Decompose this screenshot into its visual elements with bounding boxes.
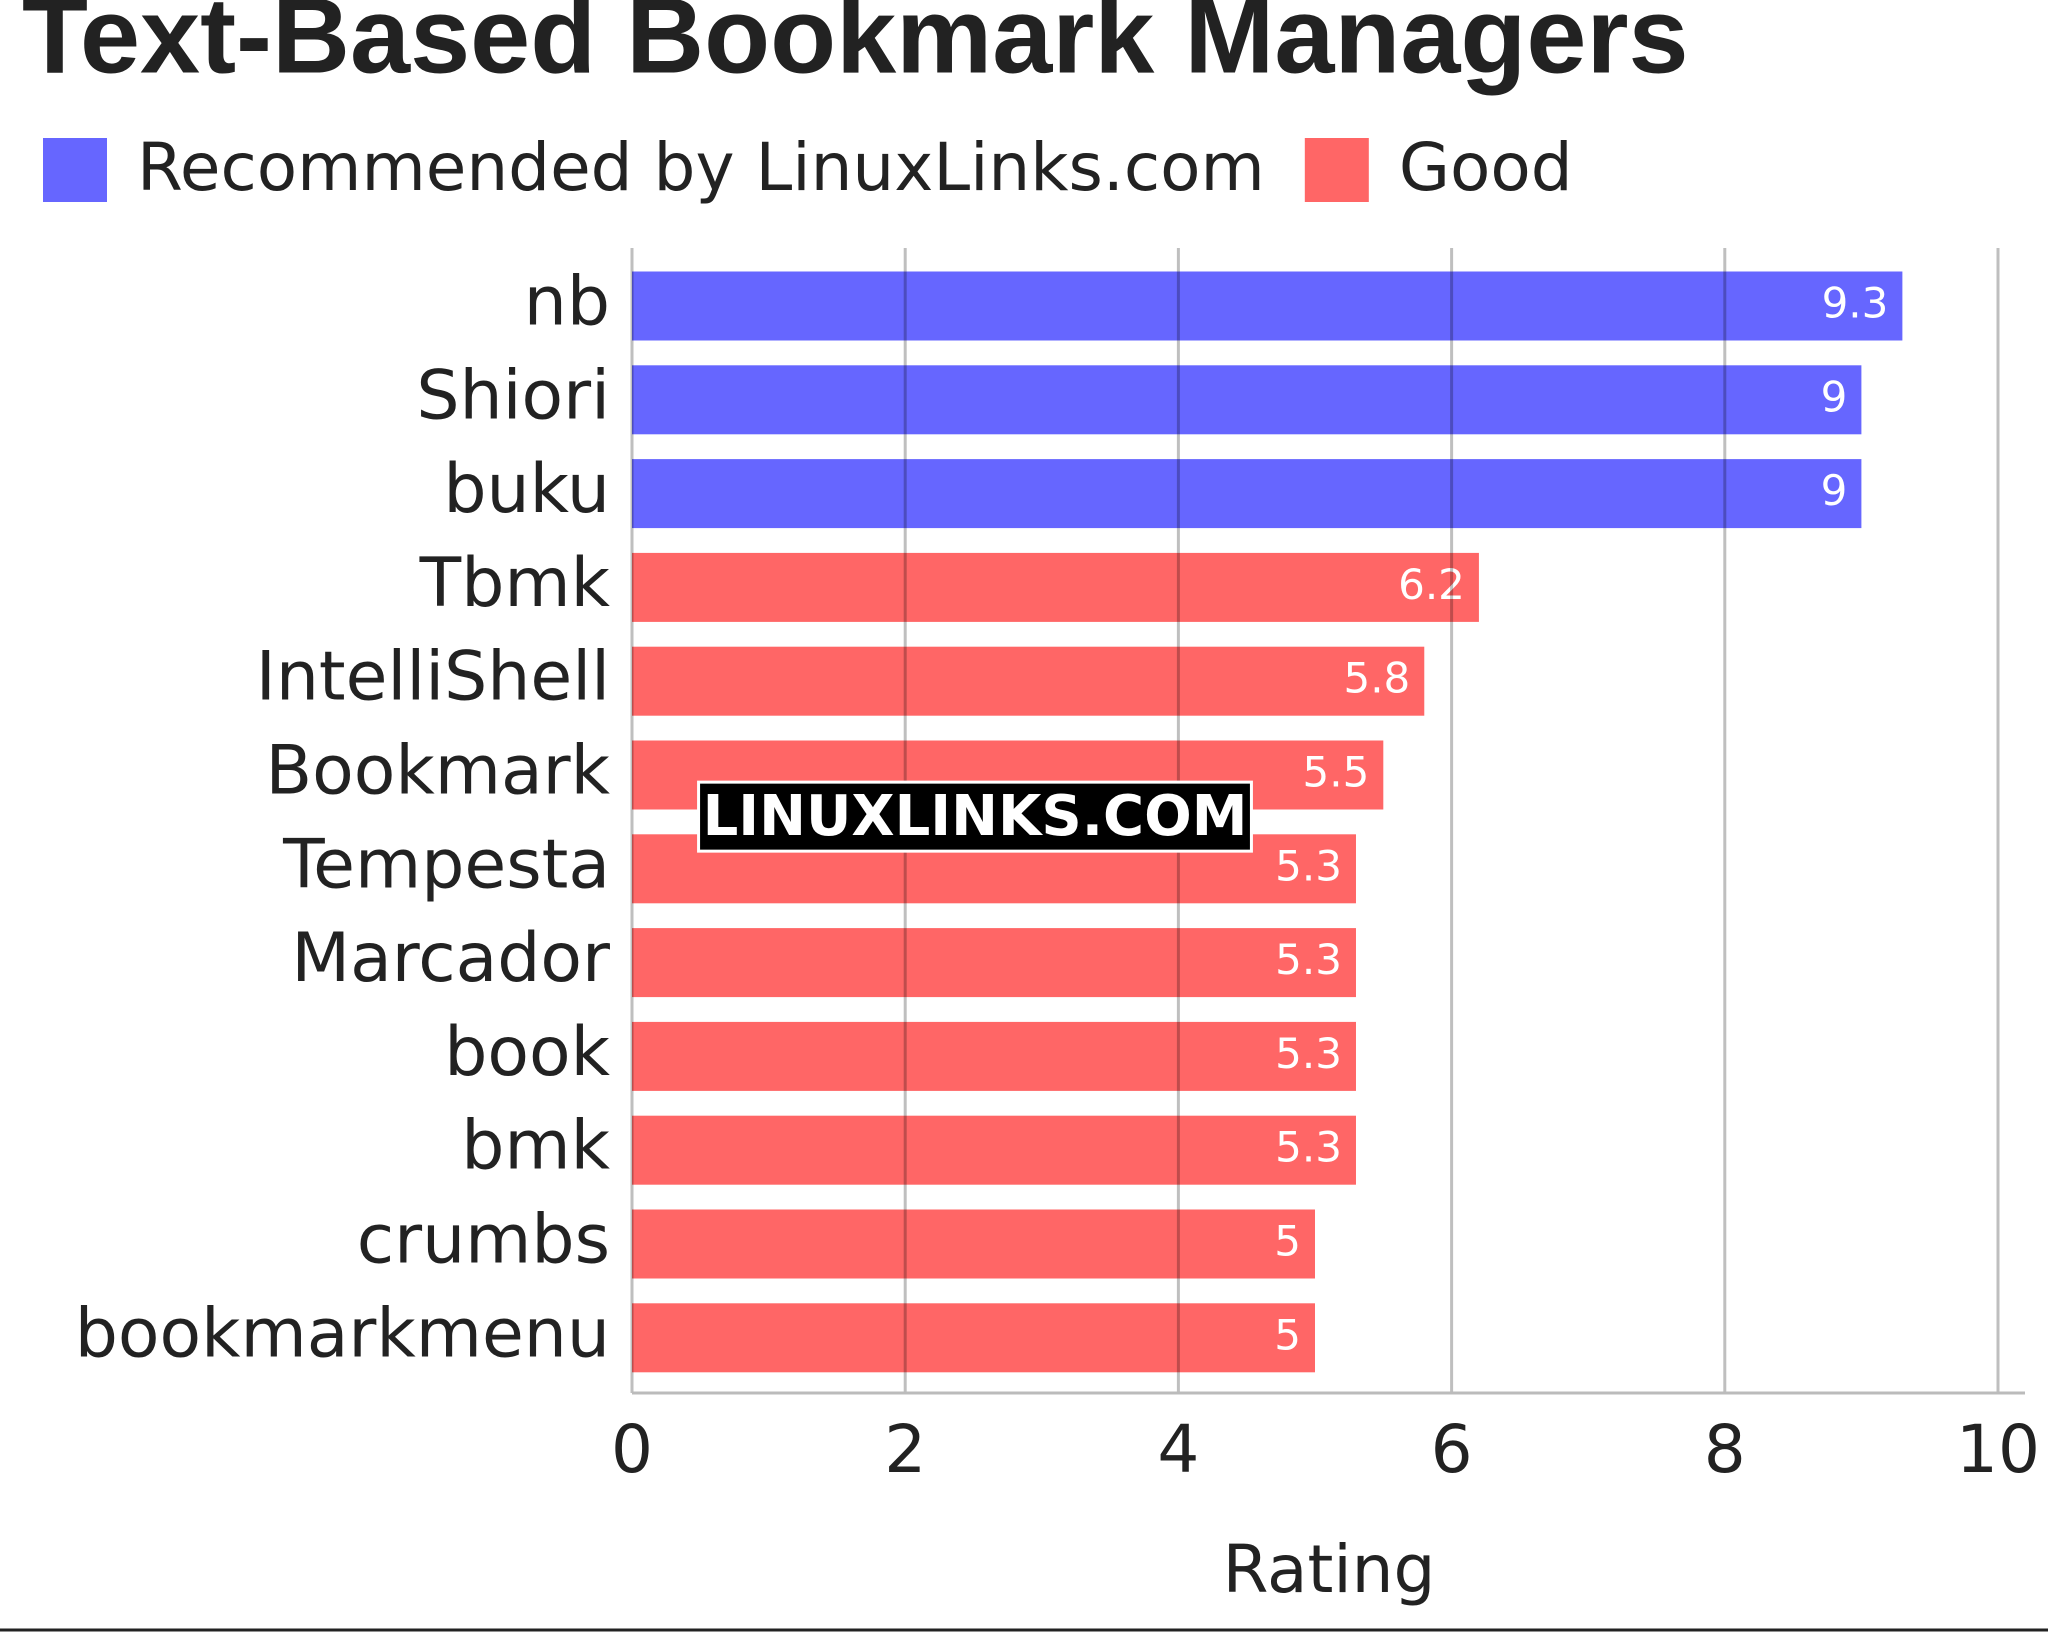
value-label: 6.2 xyxy=(1398,560,1465,609)
value-label: 5.5 xyxy=(1303,748,1370,797)
watermark-background xyxy=(697,780,1253,853)
x-tick-label: 4 xyxy=(1157,1411,1199,1488)
bar xyxy=(632,459,1862,529)
y-tick-label: Marcador xyxy=(291,919,610,998)
x-tick-label: 6 xyxy=(1431,1411,1473,1488)
watermark: LINUXLINKS.COM xyxy=(703,784,1248,849)
value-label: 9 xyxy=(1821,466,1848,515)
bar xyxy=(632,646,1425,716)
y-tick-label: Tbmk xyxy=(419,544,611,623)
x-tick-label: 8 xyxy=(1704,1411,1746,1488)
bar xyxy=(632,928,1356,998)
bar xyxy=(632,1209,1315,1279)
bar xyxy=(632,1115,1356,1185)
value-label: 5 xyxy=(1274,1310,1301,1359)
bar xyxy=(632,1021,1356,1091)
legend-label: Recommended by LinuxLinks.com xyxy=(137,129,1265,206)
x-axis-label: Rating xyxy=(1223,1531,1436,1608)
value-label: 9 xyxy=(1821,372,1848,421)
y-tick-label: book xyxy=(444,1013,610,1092)
y-tick-label: Shiori xyxy=(416,356,610,435)
y-tick-label: crumbs xyxy=(357,1201,610,1280)
value-label: 5.3 xyxy=(1275,1029,1342,1078)
legend-label: Good xyxy=(1399,129,1573,206)
y-tick-label: IntelliShell xyxy=(256,638,610,717)
legend-swatch xyxy=(43,138,107,202)
bar xyxy=(632,271,1903,341)
bar xyxy=(632,365,1862,435)
bar xyxy=(632,552,1479,622)
legend-swatch xyxy=(1304,138,1369,202)
value-label: 9.3 xyxy=(1822,279,1889,328)
value-label: 5.3 xyxy=(1275,1123,1342,1172)
y-tick-label: Tempesta xyxy=(282,825,610,904)
value-label: 5.3 xyxy=(1275,935,1342,984)
x-tick-label: 0 xyxy=(611,1411,653,1488)
value-label: 5.8 xyxy=(1343,654,1410,703)
value-label: 5.3 xyxy=(1275,841,1342,890)
chart-title: Text-Based Bookmark Managers xyxy=(22,0,1689,96)
y-tick-label: bookmarkmenu xyxy=(75,1294,610,1373)
y-tick-label: bmk xyxy=(461,1107,610,1186)
y-tick-label: buku xyxy=(443,450,610,529)
value-label: 5 xyxy=(1274,1217,1301,1266)
bar xyxy=(632,1303,1315,1373)
x-tick-label: 2 xyxy=(884,1411,926,1488)
y-tick-label: nb xyxy=(524,263,610,342)
y-tick-label: Bookmark xyxy=(266,732,611,811)
x-tick-label: 10 xyxy=(1956,1411,2040,1488)
